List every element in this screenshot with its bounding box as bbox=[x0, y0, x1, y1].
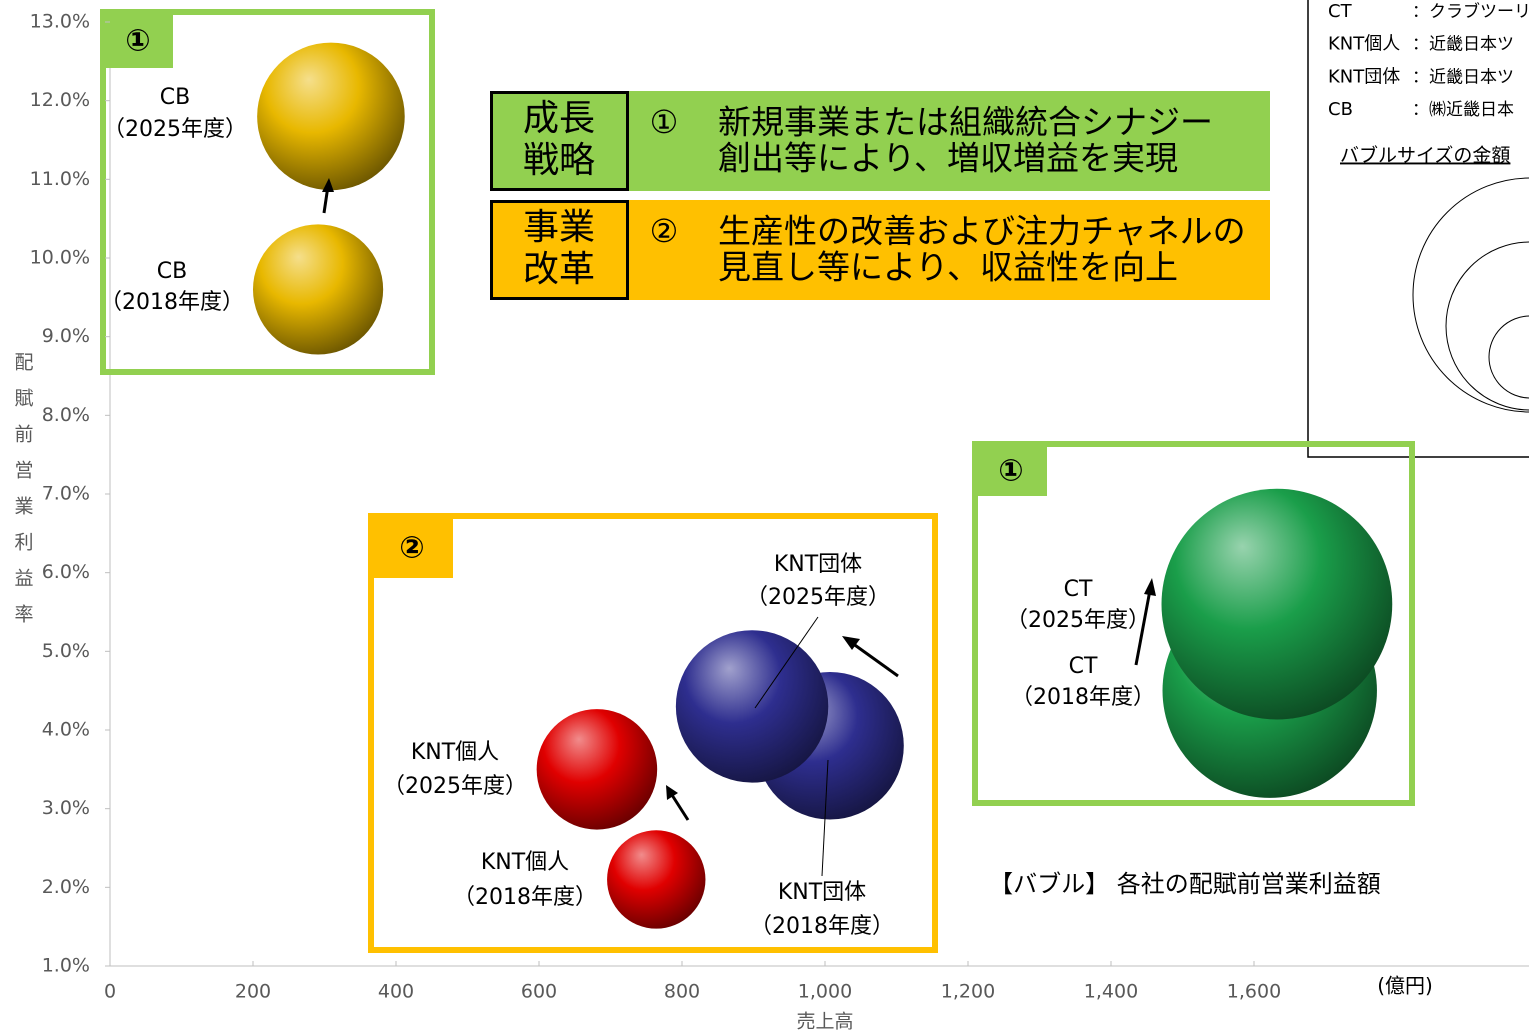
group-frame bbox=[972, 441, 1415, 806]
group-frame bbox=[100, 9, 435, 375]
strategy-text: 見直し等により、収益性を向上 bbox=[718, 248, 1178, 287]
strategy-tag-text: 戦略 bbox=[523, 140, 595, 181]
x-tick-label: 400 bbox=[378, 981, 414, 1003]
legend-abbr: KNT個人 bbox=[1328, 34, 1400, 55]
y-tick-label: 13.0% bbox=[30, 11, 90, 33]
x-tick-label: 1,200 bbox=[941, 981, 995, 1003]
bubble-label: CT bbox=[1064, 577, 1093, 602]
x-axis-title: 売上高 bbox=[796, 1011, 853, 1033]
strategy-tag bbox=[490, 91, 629, 191]
group-badge-text: ① bbox=[125, 24, 150, 59]
group-badge bbox=[975, 444, 1047, 496]
strategy-number: ① bbox=[650, 103, 679, 141]
bubble-period: （2025年度） bbox=[383, 774, 527, 799]
legend-box bbox=[1307, 0, 1529, 458]
y-tick-label: 4.0% bbox=[42, 719, 90, 741]
y-tick-label: 8.0% bbox=[42, 404, 90, 426]
legend-desc: ：近畿日本ツ bbox=[1412, 35, 1514, 55]
arrows bbox=[322, 178, 1156, 877]
bubble bbox=[252, 224, 384, 355]
bubble bbox=[536, 709, 658, 830]
x-unit: (億円) bbox=[1377, 974, 1433, 998]
size-legend-title: バブルサイズの金額 bbox=[1340, 144, 1510, 167]
strategy-tag-text: 事業 bbox=[523, 207, 595, 248]
x-tick-label: 1,000 bbox=[798, 981, 852, 1003]
bubble-label: CB bbox=[160, 85, 190, 110]
group-badge bbox=[371, 516, 453, 578]
y-axis-title: 配賦前営業利益率 bbox=[12, 352, 34, 640]
x-tick-label: 1,400 bbox=[1084, 981, 1138, 1003]
bubble-label: CB bbox=[157, 259, 187, 284]
strategy-text: 創出等により、増収増益を実現 bbox=[718, 139, 1178, 178]
bubble bbox=[675, 630, 829, 783]
strategy-tag bbox=[490, 200, 629, 300]
x-tick-label: 1,600 bbox=[1227, 981, 1281, 1003]
y-tick-label: 10.0% bbox=[30, 247, 90, 269]
legend-desc: ：クラブツーリ bbox=[1412, 1, 1529, 22]
group-badge bbox=[103, 12, 173, 68]
y-tick-label: 5.0% bbox=[42, 640, 90, 662]
group-badge-text: ② bbox=[399, 531, 424, 566]
strategy-number: ② bbox=[650, 212, 679, 250]
bubble-period: （2025年度） bbox=[746, 585, 890, 610]
bubble-period: （2018年度） bbox=[1011, 685, 1155, 710]
bubble-period: （2018年度） bbox=[453, 885, 597, 910]
y-tick-label: 2.0% bbox=[42, 876, 90, 898]
strategy-text: 生産性の改善および注力チャネルの bbox=[718, 212, 1246, 251]
bubble-period: （2018年度） bbox=[100, 290, 244, 315]
bubble-period: （2025年度） bbox=[103, 117, 247, 142]
y-tick-label: 3.0% bbox=[42, 797, 90, 819]
bubble-note: 【バブル】 各社の配賦前営業利益額 bbox=[989, 870, 1381, 898]
group-badge-text: ① bbox=[998, 454, 1023, 489]
legend-abbr: CT bbox=[1328, 1, 1353, 22]
bubble-label: KNT団体 bbox=[774, 552, 862, 577]
y-tick-label: 6.0% bbox=[42, 561, 90, 583]
legend-desc: ：近畿日本ツ bbox=[1412, 67, 1514, 87]
size-legend-circle bbox=[1412, 177, 1529, 413]
x-tick-label: 800 bbox=[664, 981, 700, 1003]
bubble-label: KNT個人 bbox=[411, 740, 499, 765]
bubble-period: （2018年度） bbox=[750, 914, 894, 939]
legend-abbr: CB bbox=[1328, 99, 1353, 120]
x-tick-label: 600 bbox=[521, 981, 557, 1003]
legend-desc: ：㈱近畿日本 bbox=[1412, 100, 1514, 120]
bubble bbox=[1161, 488, 1393, 720]
bubble bbox=[607, 830, 706, 929]
legend-abbr: KNT団体 bbox=[1328, 66, 1400, 87]
x-tick-label: 200 bbox=[235, 981, 271, 1003]
strategy-tag-text: 改革 bbox=[523, 249, 595, 290]
strategy-tag-text: 成長 bbox=[523, 98, 595, 139]
y-tick-label: 7.0% bbox=[42, 483, 90, 505]
group-frame bbox=[368, 513, 938, 953]
y-tick-label: 1.0% bbox=[42, 955, 90, 977]
x-tick-label: 0 bbox=[104, 981, 116, 1003]
strategy-text: 新規事業または組織統合シナジー bbox=[718, 103, 1213, 142]
bubble bbox=[257, 42, 405, 191]
size-legend-circle bbox=[1488, 315, 1529, 399]
bubble-label: KNT団体 bbox=[778, 880, 866, 905]
bubble-label: CT bbox=[1069, 654, 1098, 679]
y-tick-label: 11.0% bbox=[30, 168, 90, 190]
y-tick-label: 9.0% bbox=[42, 325, 90, 347]
y-tick-label: 12.0% bbox=[30, 89, 90, 111]
size-legend-circle bbox=[1445, 241, 1529, 411]
bubble-label: KNT個人 bbox=[481, 850, 569, 875]
bubble-period: （2025年度） bbox=[1006, 608, 1150, 633]
